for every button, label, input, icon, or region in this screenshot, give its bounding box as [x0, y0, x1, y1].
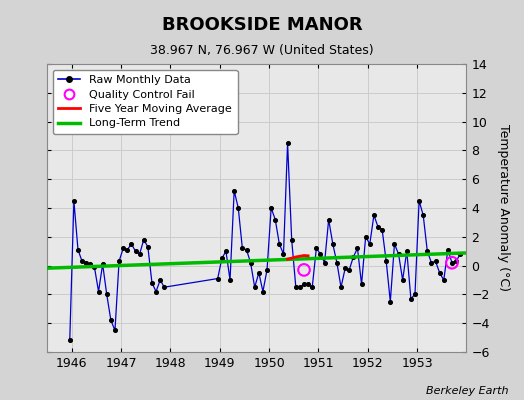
Point: [440, 277, 448, 283]
Point: [362, 234, 370, 240]
Point: [374, 224, 382, 230]
Point: [386, 298, 395, 305]
Point: [148, 280, 156, 286]
Point: [292, 284, 300, 290]
Point: [304, 281, 312, 288]
Point: [119, 245, 127, 252]
Point: [144, 244, 152, 250]
Point: [242, 246, 250, 253]
Point: [217, 255, 226, 262]
Point: [448, 260, 456, 266]
Point: [230, 188, 238, 194]
Point: [382, 258, 390, 264]
Point: [333, 260, 341, 266]
Point: [349, 254, 357, 260]
Point: [452, 258, 460, 264]
Point: [423, 248, 431, 254]
Point: [431, 258, 440, 264]
Legend: Raw Monthly Data, Quality Control Fail, Five Year Moving Average, Long-Term Tren: Raw Monthly Data, Quality Control Fail, …: [53, 70, 238, 134]
Point: [316, 251, 325, 257]
Point: [448, 260, 456, 266]
Point: [152, 288, 160, 295]
Point: [300, 281, 308, 288]
Point: [456, 251, 464, 257]
Point: [238, 245, 247, 252]
Point: [82, 260, 91, 266]
Point: [99, 261, 107, 267]
Point: [78, 258, 86, 264]
Point: [70, 198, 78, 204]
Point: [415, 198, 423, 204]
Point: [86, 261, 94, 267]
Point: [308, 284, 316, 290]
Point: [234, 205, 243, 211]
Point: [90, 264, 99, 270]
Point: [345, 267, 353, 273]
Point: [411, 291, 419, 298]
Point: [419, 212, 428, 218]
Y-axis label: Temperature Anomaly (°C): Temperature Anomaly (°C): [497, 124, 510, 292]
Point: [132, 248, 140, 254]
Point: [275, 241, 283, 247]
Point: [156, 277, 165, 283]
Point: [135, 251, 144, 257]
Point: [357, 281, 366, 288]
Point: [107, 317, 115, 324]
Text: BROOKSIDE MANOR: BROOKSIDE MANOR: [162, 16, 362, 34]
Point: [267, 205, 275, 211]
Point: [407, 296, 415, 302]
Point: [279, 251, 288, 257]
Point: [66, 337, 74, 344]
Point: [390, 241, 399, 247]
Point: [226, 277, 234, 283]
Point: [94, 288, 103, 295]
Text: Berkeley Earth: Berkeley Earth: [426, 386, 508, 396]
Point: [246, 260, 255, 266]
Point: [395, 251, 403, 257]
Point: [74, 246, 82, 253]
Point: [127, 241, 136, 247]
Point: [337, 284, 345, 290]
Point: [341, 265, 350, 272]
Point: [370, 212, 378, 218]
Point: [111, 327, 119, 334]
Point: [329, 241, 337, 247]
Point: [271, 216, 279, 223]
Point: [324, 216, 333, 223]
Point: [160, 284, 169, 290]
Point: [296, 284, 304, 290]
Point: [444, 246, 452, 253]
Point: [312, 245, 321, 252]
Point: [427, 260, 435, 266]
Point: [353, 245, 362, 252]
Point: [103, 291, 111, 298]
Point: [255, 270, 263, 276]
Point: [283, 140, 292, 146]
Point: [288, 236, 296, 243]
Point: [435, 270, 444, 276]
Text: 38.967 N, 76.967 W (United States): 38.967 N, 76.967 W (United States): [150, 44, 374, 57]
Point: [259, 288, 267, 295]
Point: [398, 277, 407, 283]
Point: [123, 246, 132, 253]
Point: [139, 236, 148, 243]
Point: [320, 260, 329, 266]
Point: [213, 275, 222, 282]
Point: [366, 241, 374, 247]
Point: [378, 226, 386, 233]
Point: [263, 267, 271, 273]
Point: [402, 248, 411, 254]
Point: [250, 284, 259, 290]
Point: [300, 267, 308, 273]
Point: [222, 248, 230, 254]
Point: [115, 258, 123, 264]
